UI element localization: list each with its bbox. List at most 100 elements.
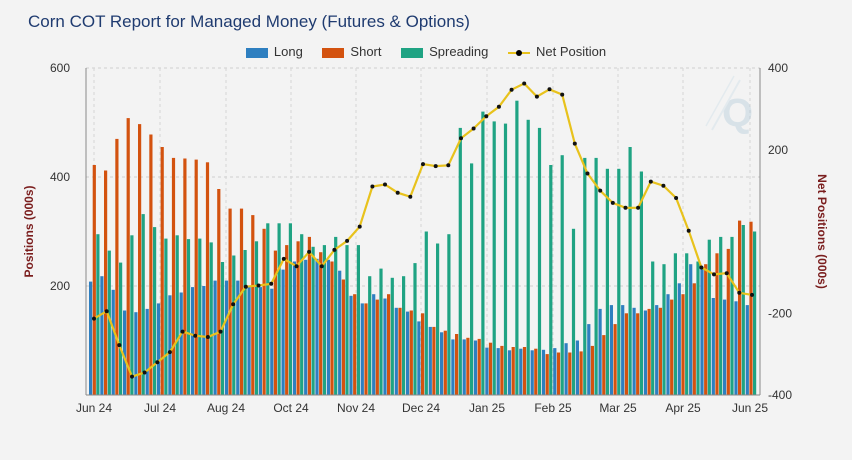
bar-spreading (130, 235, 134, 395)
bar-short (715, 253, 719, 395)
bar-spreading (583, 157, 587, 395)
net-position-point (408, 194, 413, 199)
bar-long (168, 295, 172, 395)
legend-swatch-long (245, 47, 268, 58)
bar-spreading (119, 262, 123, 395)
x-tick-label: Apr 25 (665, 401, 701, 415)
legend-item-short[interactable]: Short (322, 44, 382, 59)
bar-spreading (356, 245, 360, 395)
bar-long (224, 280, 229, 395)
net-position-point (383, 182, 387, 187)
net-position-point (395, 190, 400, 195)
bar-long (315, 258, 319, 396)
net-position-point (294, 264, 299, 269)
net-position-point (496, 104, 501, 109)
bar-long (485, 347, 489, 395)
bar-spreading (300, 234, 304, 395)
bar-long (156, 303, 161, 395)
bar-long (530, 350, 534, 395)
bar-long (236, 280, 240, 395)
bar-short (670, 299, 674, 395)
net-position-point (724, 271, 729, 276)
bar-short (636, 313, 640, 396)
bar-short (692, 283, 696, 395)
net-position-point (572, 141, 577, 146)
bar-spreading (560, 155, 564, 395)
bar-short (239, 208, 244, 395)
bar-spreading (334, 236, 338, 395)
net-position-point (610, 200, 615, 205)
bar-short (738, 220, 742, 395)
bar-spreading (719, 236, 723, 395)
legend-item-long[interactable]: Long (245, 44, 303, 60)
net-position-point (446, 163, 451, 168)
net-position-point (598, 188, 603, 193)
bar-long (575, 340, 579, 395)
bar-spreading (175, 235, 179, 395)
bar-spreading (515, 100, 519, 395)
net-position-point (585, 171, 590, 176)
bar-long (677, 283, 681, 395)
logo-stroke (711, 79, 741, 131)
bar-short (92, 165, 96, 395)
bar-short (217, 189, 221, 395)
bar-spreading (458, 127, 462, 396)
bar-long (349, 295, 353, 395)
net-position-point (104, 309, 109, 314)
bar-spreading (617, 168, 621, 395)
bar-short (726, 248, 730, 395)
bar-long (553, 348, 557, 395)
bar-long (202, 286, 206, 395)
bar-long (326, 259, 330, 395)
bar-short (387, 294, 391, 395)
bar-long (734, 301, 738, 395)
bar-long (258, 287, 262, 395)
y-tick-label-right: 400 (768, 61, 788, 75)
bar-spreading (141, 214, 145, 395)
bar-spreading (311, 246, 315, 395)
legend-item-net-position[interactable]: Net Position (508, 44, 606, 59)
bar-short (262, 228, 266, 395)
net-position-point (332, 247, 337, 252)
bar-short (477, 338, 481, 395)
x-tick-label: Jan 25 (469, 401, 505, 415)
bar-long (440, 332, 444, 395)
x-tick-label: Feb 25 (534, 401, 572, 415)
bar-long (723, 299, 727, 395)
bar-spreading (594, 157, 598, 395)
bar-short (251, 215, 255, 395)
legend-swatch-short (322, 47, 345, 58)
bar-short (432, 326, 436, 395)
bar-spreading (107, 250, 111, 395)
bar-spreading (685, 253, 689, 395)
net-position-point (737, 290, 742, 295)
bar-long (428, 326, 432, 395)
bar-short (330, 261, 334, 395)
y-tick-label-left: 600 (50, 61, 70, 75)
legend-label-long: Long (273, 44, 303, 60)
bar-long (632, 307, 636, 395)
bar-long (496, 348, 500, 395)
legend-dot-net (516, 49, 523, 56)
bar-long (519, 348, 523, 395)
bar-short (341, 279, 345, 395)
legend-item-spreading[interactable]: Spreading (401, 44, 488, 59)
bar-long (643, 310, 647, 395)
x-tick-label: Jun 24 (76, 401, 112, 415)
x-tick-label: Jul 24 (144, 401, 176, 415)
bar-spreading (741, 225, 745, 395)
net-position-point (193, 333, 198, 338)
bar-long (462, 339, 466, 395)
x-tick-label: Mar 25 (599, 401, 637, 415)
bar-spreading (413, 263, 417, 395)
net-position-point (205, 335, 210, 339)
bar-long (609, 305, 613, 395)
axes: 600 400 200 400 200 -200 -400 Jun 24 Jul 24 Aug 2… (22, 61, 829, 415)
bar-short (319, 252, 323, 395)
bar-short (273, 250, 277, 395)
bar-short (500, 345, 504, 395)
bar-long (621, 305, 625, 395)
net-position-point (547, 87, 552, 92)
bar-short (160, 147, 164, 395)
